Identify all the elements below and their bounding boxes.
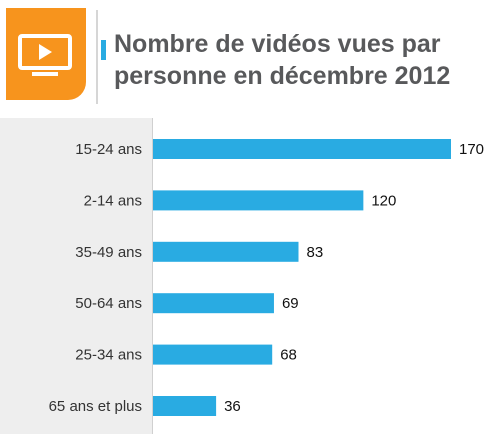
- category-label: 2-14 ans: [84, 192, 142, 209]
- title-accent-bar: [101, 40, 106, 60]
- bar: [153, 396, 217, 416]
- value-label: 83: [306, 244, 323, 261]
- value-label: 170: [459, 141, 484, 158]
- chart-header: Nombre de vidéos vues par personne en dé…: [0, 0, 500, 118]
- plot-area: 15-24 ans 170 2-14 ans 120 35-49 ans 83 50-64 …: [0, 118, 500, 434]
- category-label: 50-64 ans: [75, 295, 142, 312]
- page-title: Nombre de vidéos vues par personne en dé…: [114, 28, 494, 92]
- value-label: 36: [224, 398, 241, 415]
- bar: [153, 293, 274, 314]
- axis-divider: [152, 118, 153, 434]
- category-label-panel: [0, 118, 152, 434]
- value-label: 69: [282, 295, 299, 312]
- bar-chart: 15-24 ans 170 2-14 ans 120 35-49 ans 83 50-64 …: [49, 139, 484, 416]
- category-label: 65 ans et plus: [49, 398, 142, 415]
- value-label: 68: [280, 347, 297, 364]
- video-badge: [6, 8, 86, 100]
- bar: [153, 344, 273, 365]
- bar: [153, 139, 451, 159]
- title-line-2: personne en décembre 2012: [114, 62, 451, 90]
- category-label: 25-34 ans: [75, 347, 142, 364]
- category-label: 15-24 ans: [75, 141, 142, 158]
- tv-play-icon: [18, 34, 72, 76]
- bar: [153, 190, 364, 211]
- header-divider: [96, 10, 98, 104]
- bar: [153, 241, 299, 262]
- value-label: 120: [371, 192, 396, 209]
- title-line-1: Nombre de vidéos vues par: [114, 30, 441, 58]
- category-label: 35-49 ans: [75, 244, 142, 261]
